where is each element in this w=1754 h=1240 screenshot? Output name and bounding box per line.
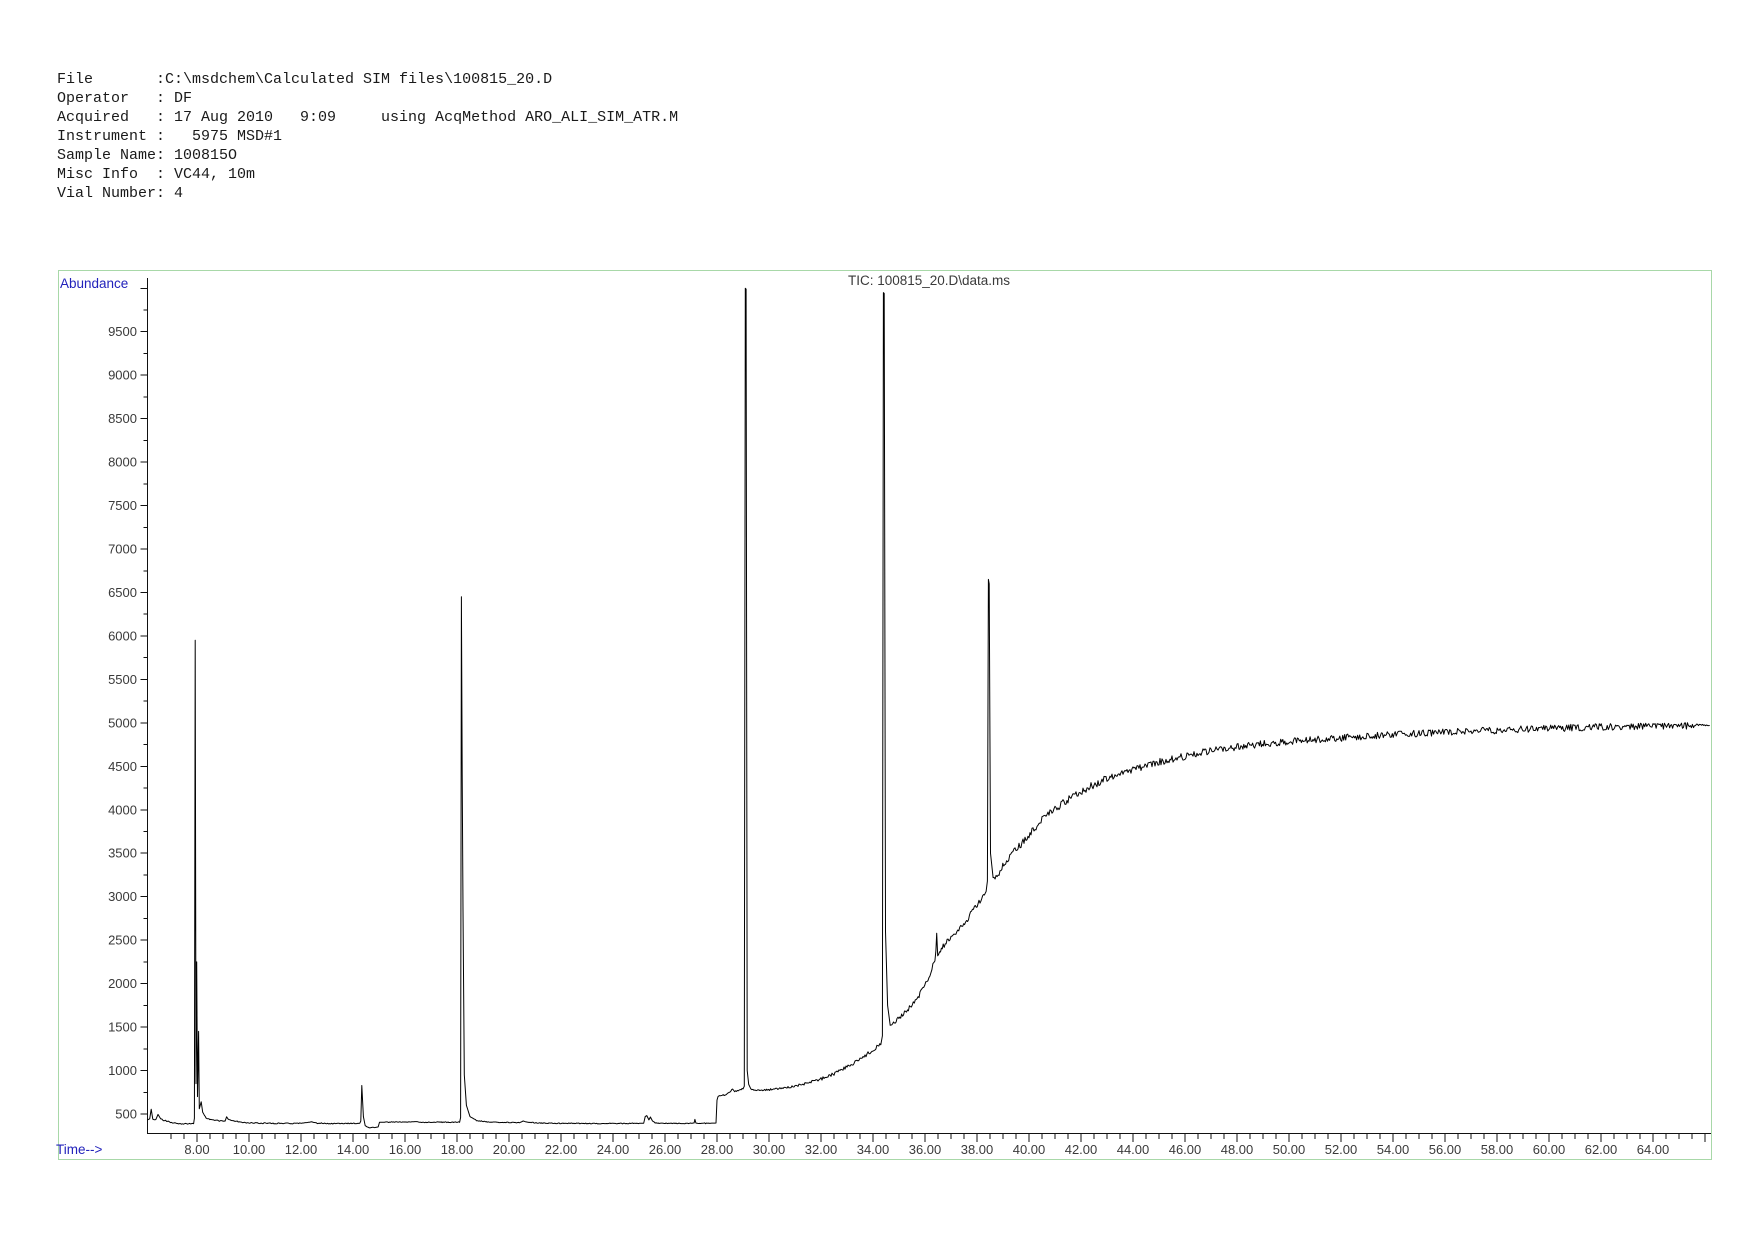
y-tick-label: 8000 <box>108 455 137 470</box>
x-axis-title: Time--> <box>56 1142 103 1157</box>
x-tick-label: 44.00 <box>1117 1142 1150 1157</box>
y-tick-label: 4000 <box>108 802 137 817</box>
y-tick-label: 9000 <box>108 368 137 383</box>
y-tick-label: 8500 <box>108 411 137 426</box>
file-info-line-acquired: Acquired : 17 Aug 2010 9:09 using AcqMet… <box>57 109 679 126</box>
x-tick-label: 24.00 <box>597 1142 630 1157</box>
x-tick-label: 12.00 <box>285 1142 318 1157</box>
file-info-line-file: File :C:\msdchem\Calculated SIM files\10… <box>57 71 553 88</box>
x-tick-label: 36.00 <box>909 1142 942 1157</box>
x-tick-label: 16.00 <box>389 1142 422 1157</box>
y-tick-label: 2500 <box>108 933 137 948</box>
file-info-line-misc-info: Misc Info : VC44, 10m <box>57 166 256 183</box>
y-axis-title: Abundance <box>60 276 129 291</box>
x-tick-label: 22.00 <box>545 1142 578 1157</box>
x-tick-label: 54.00 <box>1377 1142 1410 1157</box>
y-tick-label: 7500 <box>108 498 137 513</box>
x-tick-label: 52.00 <box>1325 1142 1358 1157</box>
y-tick-label: 6000 <box>108 628 137 643</box>
y-tick-label: 3500 <box>108 846 137 861</box>
y-tick-label: 500 <box>115 1107 137 1122</box>
x-tick-label: 50.00 <box>1273 1142 1306 1157</box>
y-tick-label: 5500 <box>108 672 137 687</box>
y-tick-label: 7000 <box>108 542 137 557</box>
x-tick-label: 64.00 <box>1637 1142 1670 1157</box>
y-tick-label: 1500 <box>108 1020 137 1035</box>
x-tick-label: 18.00 <box>441 1142 474 1157</box>
x-tick-label: 62.00 <box>1585 1142 1618 1157</box>
x-tick-label: 34.00 <box>857 1142 890 1157</box>
y-tick-label: 4500 <box>108 759 137 774</box>
x-tick-label: 48.00 <box>1221 1142 1254 1157</box>
y-tick-label: 5000 <box>108 715 137 730</box>
y-tick-label: 6500 <box>108 585 137 600</box>
x-tick-label: 42.00 <box>1065 1142 1098 1157</box>
x-tick-label: 26.00 <box>649 1142 682 1157</box>
file-info-line-instrument: Instrument : 5975 MSD#1 <box>57 128 283 145</box>
x-tick-label: 46.00 <box>1169 1142 1202 1157</box>
chromatogram-plot: 500 1000 1500 2000 2500 3000 3500 4000 4500 5000 5… <box>56 270 1712 1160</box>
x-tick-label: 20.00 <box>493 1142 526 1157</box>
x-tick-label: 10.00 <box>233 1142 266 1157</box>
file-info-line-vial-number: Vial Number: 4 <box>57 185 184 202</box>
x-tick-label: 8.00 <box>184 1142 209 1157</box>
y-tick-label: 2000 <box>108 976 137 991</box>
file-info-line-operator: Operator : DF <box>57 90 193 107</box>
x-tick-label: 32.00 <box>805 1142 838 1157</box>
chromatogram-canvas: 500 1000 1500 2000 2500 3000 3500 4000 4500 5000 5… <box>58 270 1712 1160</box>
tic-trace <box>146 287 1710 1129</box>
file-info-line-sample-name: Sample Name: 100815O <box>57 147 238 164</box>
file-info-header: File :C:\msdchem\Calculated SIM files\10… <box>57 70 678 203</box>
chart-title: TIC: 100815_20.D\data.ms <box>847 273 1011 288</box>
x-tick-label: 56.00 <box>1429 1142 1462 1157</box>
x-tick-label: 60.00 <box>1533 1142 1566 1157</box>
x-tick-label: 58.00 <box>1481 1142 1514 1157</box>
y-tick-label: 3000 <box>108 889 137 904</box>
y-tick-label: 1000 <box>108 1063 137 1078</box>
plot-border <box>58 270 1712 1160</box>
x-tick-label: 28.00 <box>701 1142 734 1157</box>
x-tick-label: 40.00 <box>1013 1142 1046 1157</box>
x-tick-label: 30.00 <box>753 1142 786 1157</box>
y-tick-label: 9500 <box>108 324 137 339</box>
x-tick-label: 14.00 <box>337 1142 370 1157</box>
x-tick-label: 38.00 <box>961 1142 994 1157</box>
